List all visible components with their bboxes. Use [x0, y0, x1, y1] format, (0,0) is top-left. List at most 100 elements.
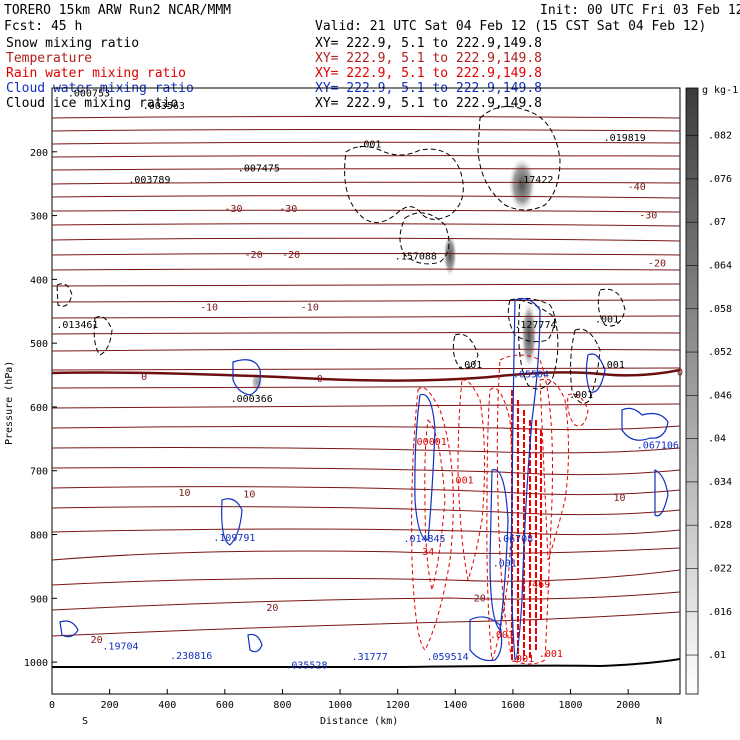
- colorbar-tick-label: .028: [708, 520, 732, 531]
- colorbar-unit: g kg-1: [702, 85, 738, 96]
- y-tick-label: 300: [30, 212, 48, 223]
- colorbar-tick-label: .04: [708, 434, 726, 445]
- maximum-value-label: .06708: [497, 534, 533, 545]
- y-tick-label: 500: [30, 339, 48, 350]
- colorbar-tick-label: .022: [708, 563, 732, 574]
- x-tick-label: 1800: [558, 700, 582, 711]
- isotherm-label: -10: [200, 302, 218, 313]
- colorbar-tick-label: .064: [708, 260, 732, 271]
- valid-time: Valid: 21 UTC Sat 04 Feb 12 (15 CST Sat …: [315, 19, 706, 34]
- maximum-value-label: .001: [539, 649, 563, 660]
- y-axis: 200 300 400 500 600 700 800 900 1000: [24, 148, 57, 669]
- field-xy-cloud-ice: XY= 222.9, 5.1 to 222.9,149.8: [315, 96, 542, 111]
- field-xy-rain: XY= 222.9, 5.1 to 222.9,149.8: [315, 66, 542, 81]
- isotherm-label: -30: [639, 211, 657, 222]
- maximum-value-label: .067106: [637, 440, 679, 451]
- isotherm-label: 10: [243, 489, 255, 500]
- maximum-value-label: 1.469: [520, 579, 550, 590]
- isotherm-label: -10: [301, 302, 319, 313]
- maximum-value-label: .007475: [238, 164, 280, 175]
- maximum-value-label: .127774: [514, 320, 556, 331]
- south-label: S: [82, 716, 88, 727]
- field-name-temperature: Temperature: [6, 51, 92, 66]
- field-legend: Snow mixing ratio XY= 222.9, 5.1 to 222.…: [6, 36, 542, 111]
- isotherm-label: -20: [648, 258, 666, 269]
- colorbar-ticks: .01 .016 .022 .028 .034 .04 .046 .052 .058 .064 .0…: [686, 131, 732, 661]
- y-tick-label: 600: [30, 403, 48, 414]
- maximum-value-label: .05504: [513, 370, 549, 381]
- isotherm-label: -30: [279, 204, 297, 215]
- plot-frame: [51, 87, 681, 695]
- y-tick-label: 900: [30, 594, 48, 605]
- isotherm-label: -20: [245, 250, 263, 261]
- maximum-value-label: 34: [422, 547, 434, 558]
- maximum-value-label: .014845: [403, 534, 445, 545]
- freezing-level-isotherm: [52, 368, 680, 382]
- maximum-value-label: .035528: [285, 660, 327, 671]
- colorbar-tick-label: .034: [708, 477, 732, 488]
- x-tick-label: 1200: [386, 700, 410, 711]
- maximum-value-label: .17422: [517, 175, 553, 186]
- rain-contours: [411, 354, 589, 665]
- y-tick-label: 800: [30, 531, 48, 542]
- y-tick-label: 1000: [24, 658, 48, 669]
- surface-line: [52, 658, 680, 668]
- maximum-value-label: .013461: [56, 320, 98, 331]
- snow-contours: [56, 105, 626, 404]
- isotherm-label: 10: [613, 493, 625, 504]
- maximum-value-label: .001: [357, 139, 381, 150]
- colorbar-tick-label: .046: [708, 390, 732, 401]
- maximum-value-label: .059514: [426, 652, 468, 663]
- isotherm-label: 20: [474, 593, 486, 604]
- field-name-snow: Snow mixing ratio: [6, 36, 139, 51]
- maximum-value-label: .230816: [170, 651, 212, 662]
- forecast-hour: Fcst: 45 h: [4, 19, 82, 34]
- maximum-value-label: .001: [510, 654, 534, 665]
- x-tick-label: 0: [49, 700, 55, 711]
- maximum-value-label: .31777: [352, 652, 388, 663]
- isotherm-label: -30: [224, 204, 242, 215]
- init-time: Init: 00 UTC Fri 03 Feb 12: [540, 3, 740, 18]
- north-label: N: [656, 716, 662, 727]
- isotherm-label: 10: [178, 488, 190, 499]
- maximum-value-label: .003563: [143, 101, 185, 112]
- field-name-cloud-ice: Cloud ice mixing ratio: [6, 96, 178, 111]
- isotherm-label: 0: [141, 372, 147, 383]
- colorbar-tick-label: .01: [708, 650, 726, 661]
- x-tick-label: 200: [101, 700, 119, 711]
- cloud-water-contours: [59, 298, 669, 662]
- temperature-isotherms: [52, 116, 680, 637]
- x-axis-label: Distance (km): [320, 716, 398, 727]
- colorbar-tick-label: .07: [708, 217, 726, 228]
- isotherm-label: -40: [628, 182, 646, 193]
- x-tick-label: 600: [216, 700, 234, 711]
- isotherm-label: 0: [317, 374, 323, 385]
- maximum-value-label: .001: [493, 558, 517, 569]
- maximum-value-label: .019819: [604, 133, 646, 144]
- colorbar-tick-label: .082: [708, 131, 732, 142]
- maximum-value-label: .003789: [128, 175, 170, 186]
- maximum-value-label: .001: [450, 475, 474, 486]
- field-xy-temperature: XY= 222.9, 5.1 to 222.9,149.8: [315, 51, 542, 66]
- maximum-value-label: .001: [601, 360, 625, 371]
- y-tick-label: 200: [30, 148, 48, 159]
- maximum-value-label: .001: [569, 390, 593, 401]
- temperature-labels: -40 -30 -30 -30 -20 -20 -20 -10 -10 0 0 0 10 10 10 20 20…: [91, 182, 683, 646]
- colorbar-tick-label: .058: [708, 304, 732, 315]
- maximum-value-label: .109791: [213, 533, 255, 544]
- model-title: TORERO 15km ARW Run2 NCAR/MMM: [4, 3, 231, 18]
- y-tick-label: 400: [30, 275, 48, 286]
- maximum-value-label: .19704: [102, 641, 138, 652]
- maximum-value-label: .001: [458, 360, 482, 371]
- x-axis: 0 200 400 600 800 1000 1200 1400 1600 1800 2000: [49, 689, 640, 711]
- maximum-value-label: .157088: [395, 252, 437, 263]
- x-tick-label: 1000: [328, 700, 352, 711]
- maximum-value-label: .000366: [231, 394, 273, 405]
- maximum-value-label: .001: [490, 630, 514, 641]
- y-tick-label: 700: [30, 467, 48, 478]
- x-tick-label: 1600: [501, 700, 525, 711]
- x-tick-label: 400: [158, 700, 176, 711]
- x-tick-label: 800: [273, 700, 291, 711]
- colorbar-tick-label: .052: [708, 347, 732, 358]
